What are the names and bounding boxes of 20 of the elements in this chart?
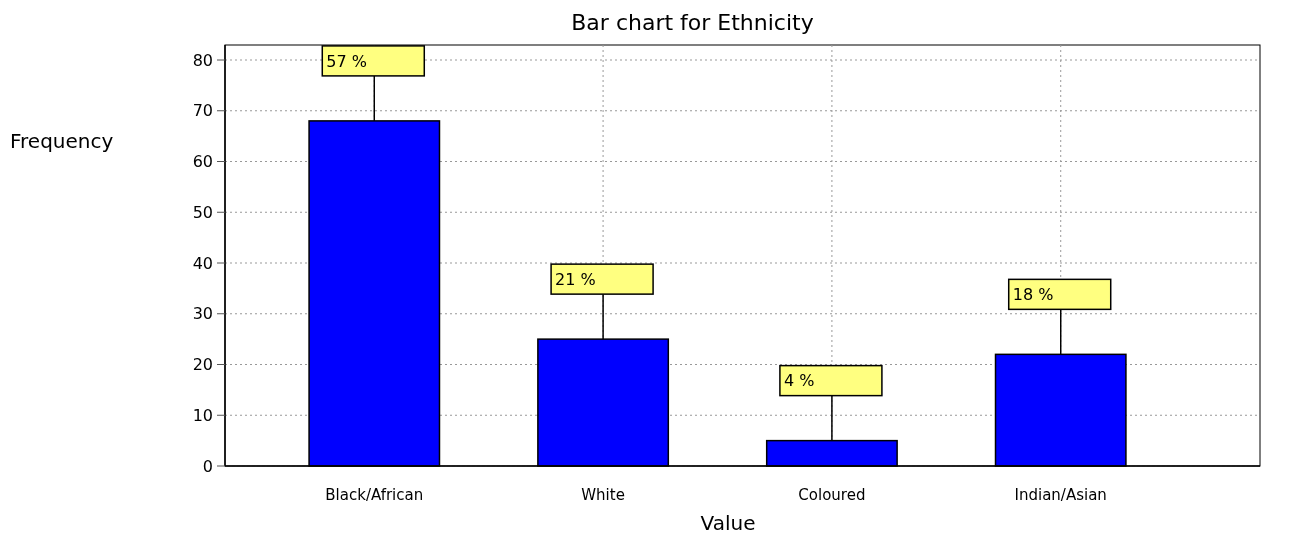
y-tick-label: 60 (192, 152, 213, 172)
y-axis-title: Frequency (10, 129, 114, 153)
x-tick-label: Indian/Asian (1014, 486, 1107, 504)
chart-title: Bar chart for Ethnicity (571, 10, 814, 35)
y-tick-label: 10 (192, 405, 213, 425)
y-tick-label: 70 (192, 101, 213, 121)
annotation: 4 % (783, 371, 815, 391)
annotation: 18 % (1012, 284, 1054, 304)
y-tick-label: 0 (202, 456, 213, 476)
x-tick-label: Coloured (798, 486, 866, 504)
y-tick-label: 50 (192, 202, 213, 222)
annotation: 21 % (555, 269, 596, 289)
y-tick-label: 40 (192, 253, 213, 273)
y-tick-label: 20 (192, 355, 213, 375)
x-tick-label: White (581, 486, 625, 504)
y-tick-label: 80 (192, 50, 213, 70)
y-tick-label: 30 (192, 304, 213, 324)
x-tick-label: Black/African (325, 486, 424, 504)
annotation: 57 % (326, 51, 367, 71)
x-axis-title: Value (700, 511, 756, 535)
